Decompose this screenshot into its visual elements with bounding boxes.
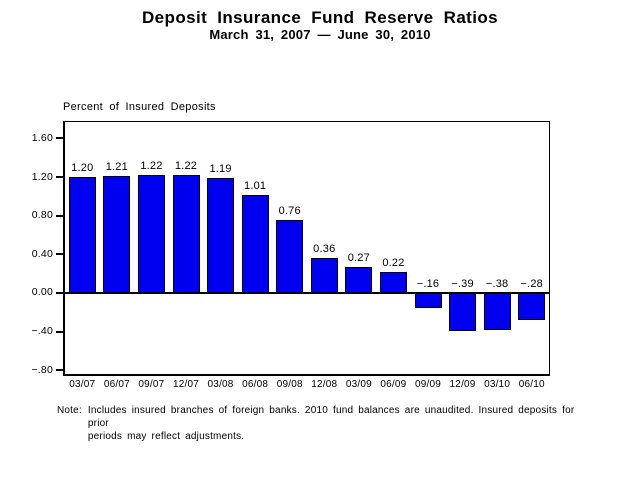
bar <box>68 177 96 293</box>
x-tick-label: 06/10 <box>518 379 545 390</box>
x-tick-label: 09/09 <box>414 379 441 390</box>
footnote-line1: Includes insured branches of foreign ban… <box>87 405 575 429</box>
y-tick-label: 0.40 <box>31 247 53 260</box>
bar <box>207 178 235 293</box>
bar <box>276 219 304 293</box>
bar <box>345 266 373 293</box>
y-tick-mark <box>56 176 63 179</box>
bar <box>518 292 546 320</box>
y-tick-mark <box>56 137 63 140</box>
y-tick-label: 1.60 <box>31 131 53 144</box>
bar-value-label: 1.21 <box>105 161 128 174</box>
bar-value-label: 1.01 <box>244 180 267 193</box>
x-tick-label: 06/09 <box>380 379 407 390</box>
bar <box>483 292 511 330</box>
bar <box>241 195 269 293</box>
bar-value-label: −.39 <box>451 277 474 290</box>
bar <box>137 175 165 293</box>
x-tick-label: 09/08 <box>276 379 303 390</box>
bar-value-label: −.28 <box>520 277 543 290</box>
footnote-body: Includes insured branches of foreign ban… <box>88 404 597 443</box>
x-tick-label: 12/09 <box>449 379 476 390</box>
bar <box>172 175 200 293</box>
bar <box>414 292 442 309</box>
bar-value-label: −.16 <box>416 277 440 290</box>
bar-value-label: 0.36 <box>313 243 336 256</box>
x-tick-label: 12/07 <box>172 379 199 390</box>
footnote-line2: periods may reflect adjustments. <box>87 431 245 442</box>
x-tick-label: 03/07 <box>69 379 96 390</box>
y-tick-mark <box>56 253 63 256</box>
bar-value-label: 1.20 <box>71 162 94 175</box>
y-tick-mark <box>56 369 63 372</box>
bar-value-label: 1.19 <box>209 163 232 175</box>
x-tick-label: 06/08 <box>242 379 269 390</box>
bar <box>103 176 131 293</box>
bar-value-label: 0.22 <box>382 256 405 269</box>
plot-area: 1.60 1.20 0.80 0.40 0.00 −.40 −.80 1.20 03/07 1.2… <box>31 121 550 390</box>
zero-line <box>65 291 549 294</box>
y-tick-mark <box>56 330 63 333</box>
y-tick-mark <box>56 214 63 217</box>
y-tick-label: 1.20 <box>31 170 53 183</box>
bar-value-label: 1.22 <box>174 160 198 173</box>
x-tick-label: 12/08 <box>311 379 338 390</box>
x-tick-label: 03/10 <box>484 379 511 390</box>
bar-value-label: −.38 <box>485 277 509 290</box>
bar-value-label: 0.76 <box>278 204 301 217</box>
chart-title: Deposit Insurance Fund Reserve Ratios <box>142 8 498 27</box>
y-tick-mark <box>56 291 63 294</box>
y-tick-label: −.80 <box>31 363 53 376</box>
bar <box>310 258 338 293</box>
x-tick-label: 09/07 <box>138 379 165 390</box>
y-tick-label: 0.00 <box>31 286 53 299</box>
y-tick-label: 0.80 <box>31 209 53 222</box>
bar <box>379 271 407 293</box>
bar-value-label: 0.27 <box>347 251 370 264</box>
footnote: Note: Includes insured branches of forei… <box>57 404 597 443</box>
y-tick-label: −.40 <box>31 325 53 338</box>
bar-value-label: 1.22 <box>140 160 163 173</box>
footnote-prefix: Note: <box>57 405 82 416</box>
x-tick-label: 03/08 <box>207 379 234 390</box>
x-tick-label: 03/09 <box>345 379 372 390</box>
y-axis-caption: Percent of Insured Deposits <box>63 101 216 113</box>
chart-subtitle: March 31, 2007 — June 30, 2010 <box>209 27 431 42</box>
bar <box>449 292 477 331</box>
x-tick-label: 06/07 <box>103 379 130 390</box>
